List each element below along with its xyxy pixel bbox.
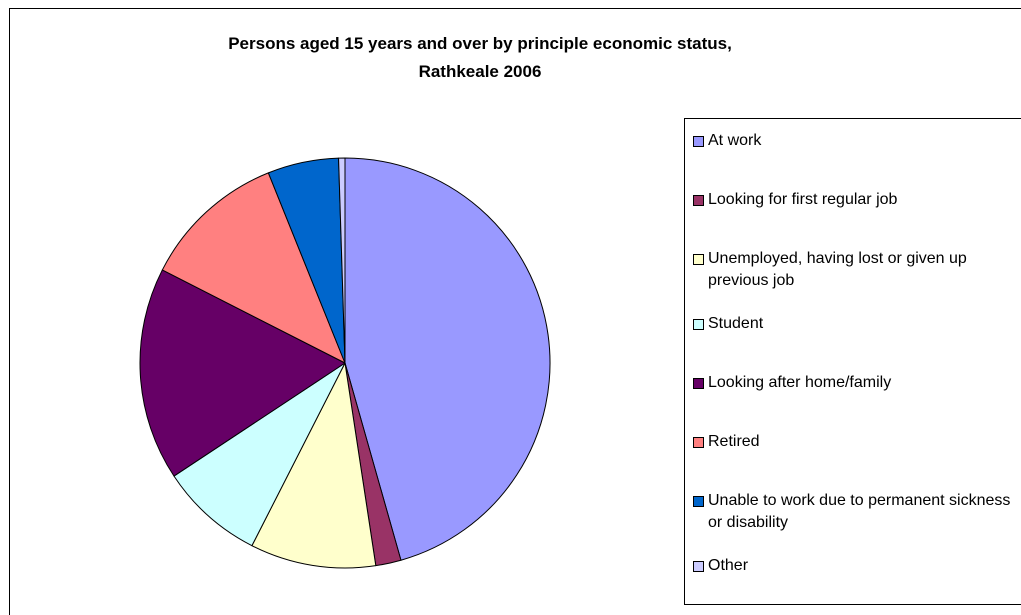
chart-title-line-2: Rathkeale 2006 — [418, 62, 542, 81]
legend-item-home-family: Looking after home/family — [691, 372, 1021, 394]
legend: At work Looking for first regular job Un… — [684, 118, 1021, 605]
legend-swatch — [693, 136, 704, 147]
legend-swatch — [693, 561, 704, 572]
legend-item-retired: Retired — [691, 431, 1021, 453]
pie-slice-looking-after-home-family — [139, 269, 346, 477]
legend-label: Retired — [708, 433, 760, 450]
pie-chart — [139, 157, 551, 569]
legend-label: Unable to work due to permanent sickness… — [708, 492, 1011, 531]
legend-swatch — [693, 437, 704, 448]
legend-swatch — [693, 254, 704, 265]
legend-label: Student — [708, 315, 764, 332]
legend-label: Looking after home/family — [708, 374, 892, 391]
legend-item-unable-to-work: Unable to work due to permanent sickness… — [691, 490, 1011, 534]
chart-title-line-1: Persons aged 15 years and over by princi… — [228, 34, 732, 53]
legend-swatch — [693, 319, 704, 330]
pie-slice-student — [173, 362, 346, 547]
legend-swatch — [693, 496, 704, 507]
legend-item-looking-for-first-job: Looking for first regular job — [691, 189, 1021, 211]
chart-title: Persons aged 15 years and over by princi… — [120, 30, 840, 86]
legend-item-unemployed: Unemployed, having lost or given up prev… — [691, 248, 1011, 292]
pie-slice-at-work — [344, 157, 551, 561]
legend-item-student: Student — [691, 313, 1021, 335]
legend-swatch — [693, 195, 704, 206]
pie-slice-unemployed-having-lost-or-given-up-previous-job — [251, 362, 377, 569]
legend-label: Looking for first regular job — [708, 191, 898, 208]
legend-label: At work — [708, 132, 762, 149]
legend-label: Unemployed, having lost or given up prev… — [708, 250, 967, 289]
pie-slice-retired — [161, 172, 346, 364]
legend-label: Other — [708, 557, 749, 574]
pie-slice-other — [338, 157, 346, 364]
legend-item-at-work: At work — [691, 130, 1021, 152]
legend-item-other: Other — [691, 555, 1021, 577]
legend-swatch — [693, 378, 704, 389]
